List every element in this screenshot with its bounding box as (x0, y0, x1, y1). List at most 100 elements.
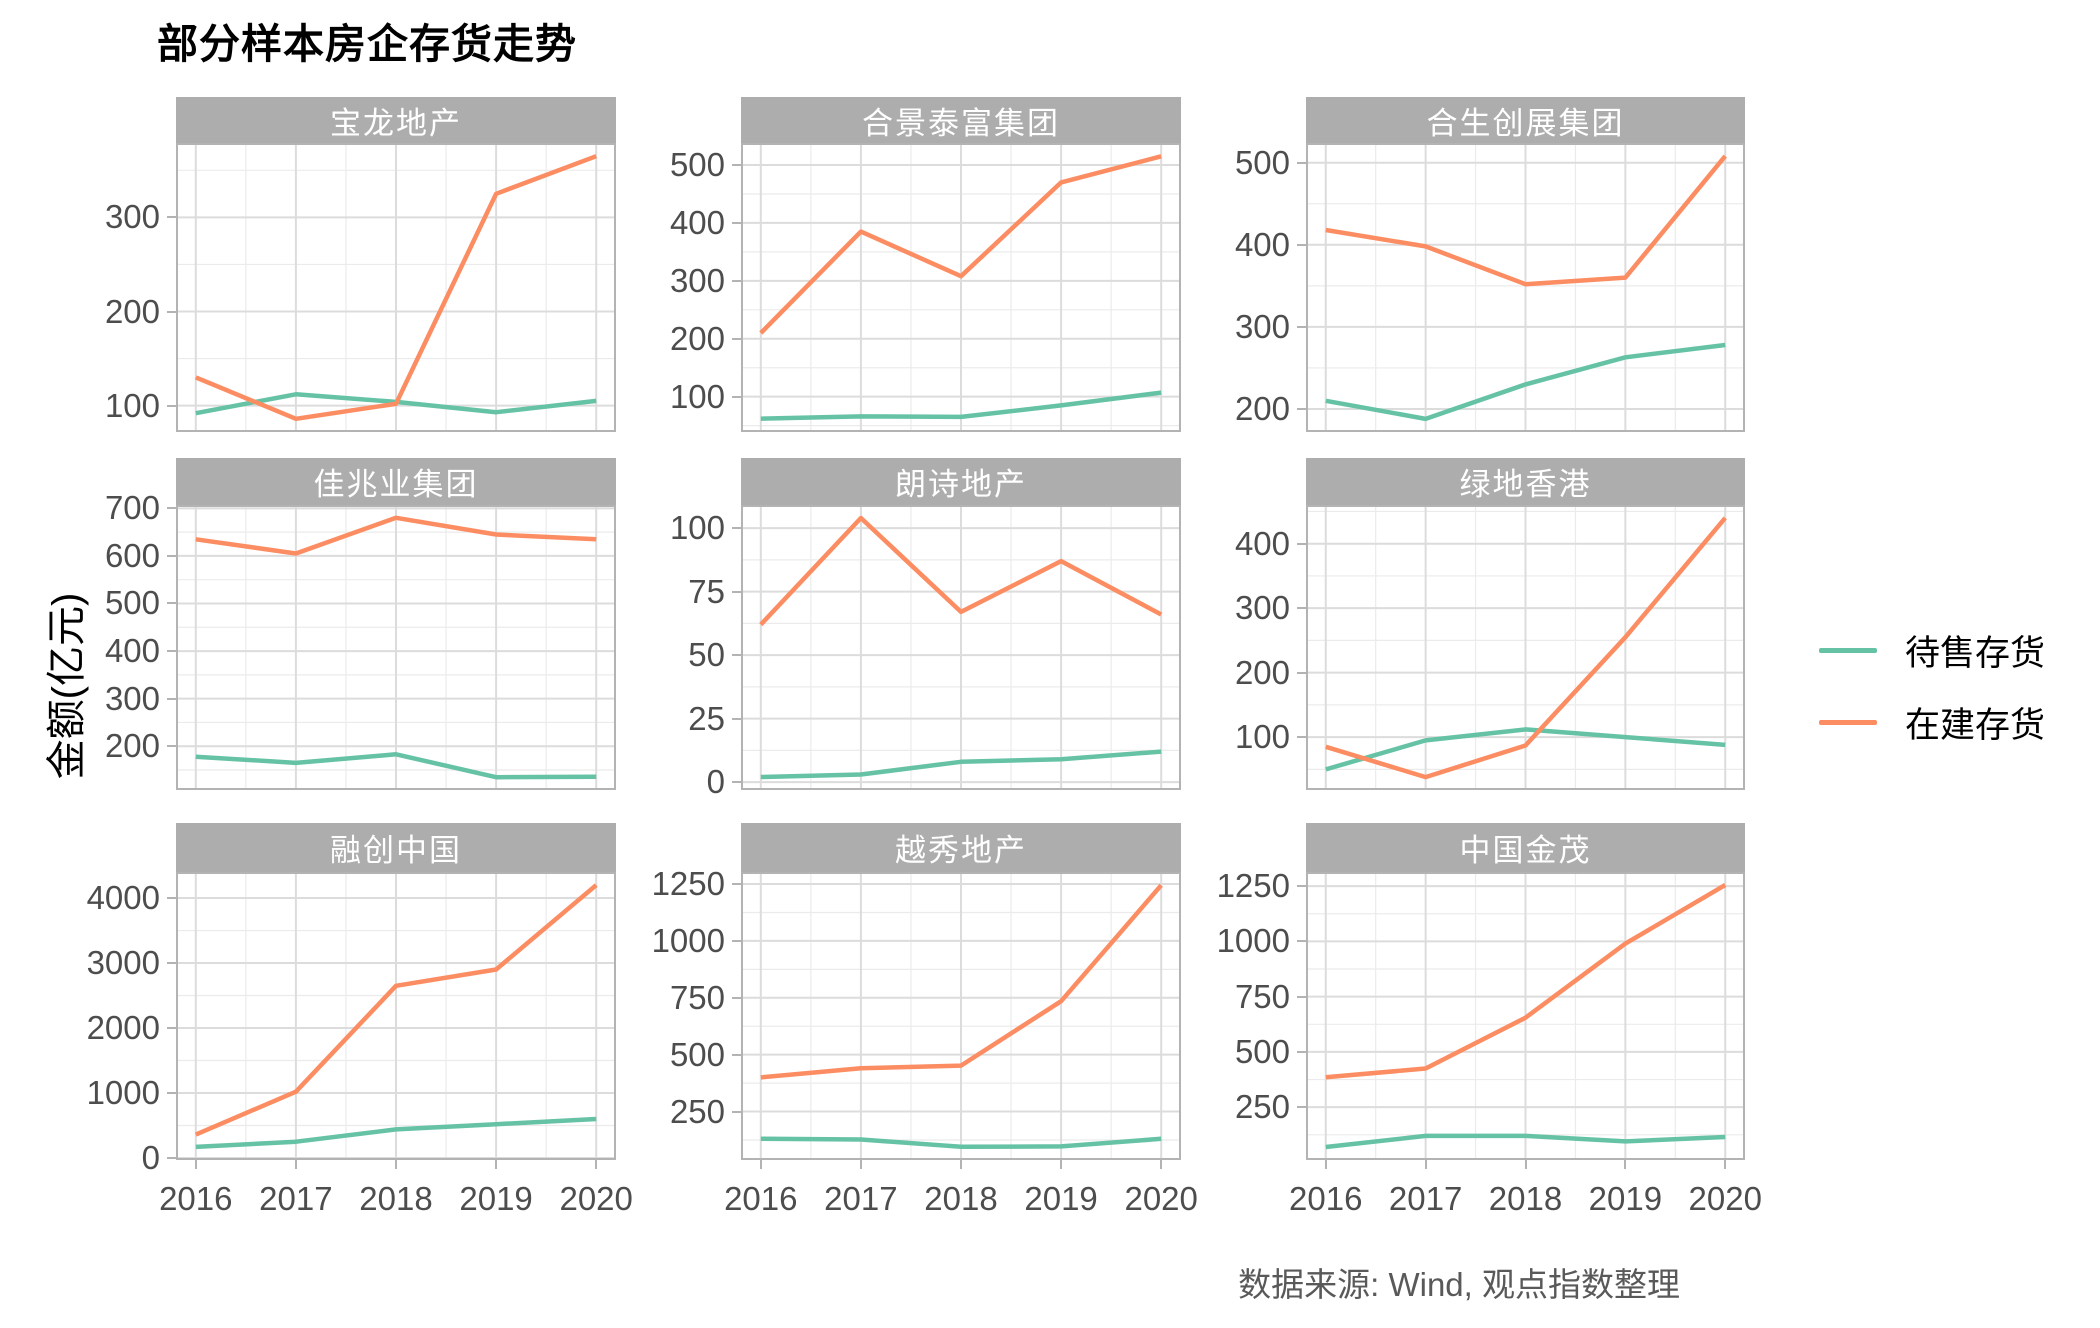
x-tick-mark (1160, 1160, 1163, 1169)
y-tick-label: 200 (104, 292, 160, 330)
panel-border (1306, 872, 1745, 1160)
facet-title: 越秀地产 (741, 823, 1181, 872)
y-tick-mark (732, 279, 741, 282)
y-tick-label: 100 (1234, 718, 1290, 756)
y-tick-mark (732, 221, 741, 224)
y-tick-label: 300 (104, 679, 160, 717)
series-line-在建存货 (759, 154, 1162, 335)
y-tick-mark (167, 554, 176, 557)
y-tick-label: 400 (1234, 524, 1290, 562)
y-tick-label: 100 (669, 509, 725, 547)
x-tick-label: 2018 (924, 1180, 998, 1217)
y-tick-mark (167, 697, 176, 700)
y-tick-label: 0 (706, 763, 725, 801)
y-tick-mark (732, 717, 741, 720)
series-line-待售存货 (760, 749, 1162, 780)
legend-label: 待售存货 (1905, 633, 2046, 673)
y-tick-label: 300 (104, 198, 160, 236)
y-tick-mark (732, 164, 741, 166)
series-line-在建存货 (1325, 154, 1727, 287)
y-tick-label: 100 (104, 386, 160, 424)
facet-title: 绿地香港 (1306, 458, 1745, 505)
y-tick-mark (1297, 736, 1306, 739)
x-tick-label: 2016 (724, 1180, 798, 1217)
y-tick-label: 400 (1234, 225, 1290, 263)
y-tick-label: 1250 (1216, 867, 1290, 905)
x-tick-mark (1060, 1160, 1063, 1169)
y-tick-label: 750 (1234, 977, 1290, 1015)
y-tick-mark (1297, 161, 1306, 164)
x-tick-mark (859, 1160, 862, 1169)
x-tick-label: 2019 (1024, 1180, 1098, 1217)
y-tick-mark (167, 1027, 176, 1030)
series-line-在建存货 (760, 883, 1163, 1080)
y-tick-label: 300 (669, 261, 725, 299)
panel-border (1306, 143, 1745, 432)
y-tick-mark (1297, 671, 1306, 674)
panel-border (176, 872, 616, 1160)
y-tick-label: 25 (688, 699, 725, 737)
x-tick-label: 2016 (159, 1180, 233, 1217)
panel-border (741, 143, 1181, 432)
panel-plot-佳兆业集团 (176, 505, 616, 790)
x-tick-mark (395, 1160, 397, 1169)
legend-key-line-green (1819, 647, 1877, 653)
y-tick-mark (732, 337, 741, 340)
series-line-在建存货 (759, 515, 1163, 627)
y-tick-label: 100 (669, 377, 725, 415)
x-tick-mark (1724, 1160, 1727, 1169)
x-tick-mark (495, 1160, 498, 1169)
y-tick-mark (1297, 325, 1306, 328)
legend-entry-under-construction-inventory: 在建存货 (1819, 698, 2045, 746)
x-tick-label: 2016 (1289, 1180, 1363, 1217)
y-tick-mark (1297, 607, 1306, 610)
panel-border (741, 505, 1181, 790)
y-tick-mark (732, 527, 741, 530)
y-tick-mark (1297, 1050, 1306, 1053)
y-tick-mark (1297, 408, 1306, 410)
y-tick-mark (167, 962, 176, 965)
y-tick-label: 700 (104, 489, 160, 527)
y-tick-mark (167, 404, 176, 407)
y-tick-mark (1297, 885, 1306, 888)
y-tick-mark (732, 1110, 741, 1113)
panel-plot-越秀地产 (741, 872, 1181, 1160)
y-tick-mark (167, 745, 176, 748)
y-tick-label: 600 (104, 536, 160, 574)
y-tick-label: 250 (669, 1092, 725, 1130)
y-tick-label: 75 (688, 572, 725, 610)
y-tick-mark (1297, 243, 1306, 246)
x-tick-label: 2018 (1488, 1180, 1563, 1217)
x-tick-mark (194, 1160, 197, 1169)
y-tick-label: 250 (1234, 1088, 1290, 1126)
y-tick-mark (1297, 940, 1306, 943)
y-tick-label: 50 (688, 636, 725, 674)
y-tick-mark (167, 507, 176, 510)
y-tick-label: 300 (1234, 307, 1290, 345)
facet-title: 合生创展集团 (1306, 97, 1745, 143)
y-tick-mark (167, 1156, 176, 1159)
legend-entry-for-sale-inventory: 待售存货 (1819, 626, 2045, 674)
source-caption: 数据来源: Wind, 观点指数整理 (1238, 1266, 1680, 1303)
panel-plot-融创中国 (176, 872, 616, 1160)
series-line-在建存货 (195, 515, 597, 556)
x-tick-mark (294, 1160, 297, 1169)
panel-plot-中国金茂 (1306, 872, 1745, 1160)
facet-title: 宝龙地产 (176, 97, 616, 143)
panel-plot-宝龙地产 (176, 143, 616, 432)
y-tick-mark (732, 781, 741, 784)
x-tick-mark (1624, 1160, 1627, 1169)
y-tick-label: 200 (669, 319, 725, 357)
y-tick-mark (167, 650, 176, 653)
series-line-待售存货 (760, 390, 1162, 421)
y-tick-label: 1000 (651, 921, 725, 959)
y-tick-mark (732, 1053, 741, 1056)
series-line-在建存货 (194, 883, 598, 1137)
x-tick-label: 2020 (1124, 1180, 1198, 1217)
series-line-在建存货 (1325, 883, 1727, 1080)
y-tick-label: 0 (141, 1138, 160, 1176)
y-tick-label: 750 (669, 978, 725, 1016)
x-tick-label: 2020 (1688, 1180, 1762, 1217)
panel-plot-朗诗地产 (741, 505, 1181, 790)
